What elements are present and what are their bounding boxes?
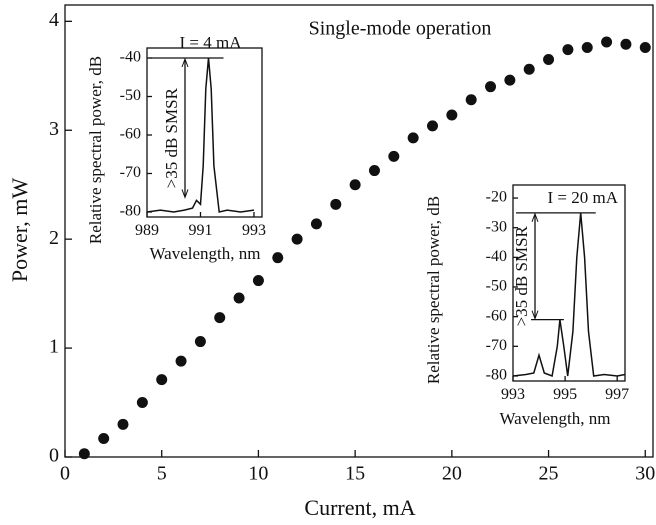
y-tick-label: -80 bbox=[486, 367, 507, 384]
data-point bbox=[175, 355, 187, 367]
data-point bbox=[310, 218, 322, 230]
axes-frame bbox=[512, 184, 626, 382]
y-tick-label: -20 bbox=[486, 189, 507, 206]
y-tick-label: 4 bbox=[49, 9, 59, 31]
data-point bbox=[252, 275, 264, 287]
arrow-head bbox=[181, 189, 189, 199]
data-point bbox=[388, 150, 400, 162]
x-tick-label: 5 bbox=[157, 463, 167, 485]
y-axis-label: Power, mW bbox=[7, 178, 32, 282]
x-tick-label: 989 bbox=[135, 222, 159, 239]
x-tick-label: 997 bbox=[605, 386, 629, 403]
arrow-head bbox=[531, 310, 539, 321]
x-axis-label: Wavelength, nm bbox=[500, 409, 611, 428]
data-point bbox=[407, 132, 419, 144]
y-tick-label: -50 bbox=[486, 278, 507, 295]
spectrum-line bbox=[512, 212, 626, 378]
data-point bbox=[620, 38, 632, 50]
annotation: Single-mode operation bbox=[309, 18, 492, 40]
current-label: I = 4 mA bbox=[180, 33, 243, 52]
x-tick-label: 993 bbox=[242, 222, 266, 239]
data-point bbox=[446, 109, 458, 121]
x-axis-label: Current, mA bbox=[304, 495, 415, 520]
data-point bbox=[368, 165, 380, 177]
x-tick-label: 0 bbox=[60, 463, 70, 485]
data-point bbox=[543, 53, 555, 65]
y-tick-label: -50 bbox=[120, 87, 141, 104]
data-point bbox=[639, 41, 651, 53]
arrow-head bbox=[531, 212, 539, 223]
x-tick-label: 20 bbox=[442, 463, 462, 485]
data-point bbox=[562, 44, 574, 56]
y-axis-label: Relative spectral power, dB bbox=[86, 56, 105, 244]
y-tick-label: 3 bbox=[49, 118, 59, 140]
x-tick-label: 10 bbox=[248, 463, 268, 485]
data-point bbox=[581, 41, 593, 53]
smsr-label: >35 dB SMSR bbox=[512, 225, 531, 326]
data-point bbox=[349, 179, 361, 191]
y-tick-label: -30 bbox=[486, 218, 507, 235]
data-point bbox=[98, 432, 110, 444]
spectrum-line bbox=[146, 57, 255, 213]
y-tick-label: 2 bbox=[49, 227, 59, 249]
data-point bbox=[504, 74, 516, 86]
data-point bbox=[601, 36, 613, 48]
x-tick-label: 25 bbox=[539, 463, 559, 485]
y-tick-label: -80 bbox=[120, 203, 141, 220]
data-point bbox=[272, 252, 284, 264]
x-axis-label: Wavelength, nm bbox=[150, 244, 261, 263]
data-point bbox=[523, 63, 535, 75]
data-point bbox=[78, 448, 90, 460]
axes-frame bbox=[64, 4, 654, 458]
data-point bbox=[465, 94, 477, 106]
data-point bbox=[427, 120, 438, 132]
y-tick-label: -40 bbox=[486, 248, 507, 265]
data-point bbox=[156, 374, 168, 386]
smsr-label: >35 dB SMSR bbox=[162, 87, 181, 188]
y-tick-label: -40 bbox=[120, 49, 141, 66]
x-tick-label: 30 bbox=[635, 463, 655, 485]
x-tick-label: 995 bbox=[553, 386, 577, 403]
data-point bbox=[291, 233, 303, 245]
arrow-head bbox=[181, 57, 189, 68]
x-tick-label: 993 bbox=[501, 386, 525, 403]
y-tick-label: -70 bbox=[486, 337, 507, 354]
y-tick-label: -70 bbox=[120, 164, 141, 181]
data-point bbox=[194, 336, 206, 348]
y-tick-label: -60 bbox=[120, 126, 141, 143]
data-point bbox=[117, 418, 129, 430]
axes-frame bbox=[146, 47, 263, 218]
y-tick-label: 1 bbox=[49, 336, 59, 358]
x-tick-label: 991 bbox=[188, 222, 212, 239]
data-point bbox=[136, 397, 148, 409]
data-point bbox=[214, 312, 226, 324]
data-point bbox=[233, 292, 245, 304]
y-tick-label: 0 bbox=[49, 445, 59, 467]
x-tick-label: 15 bbox=[345, 463, 365, 485]
current-label: I = 20 mA bbox=[547, 188, 618, 207]
data-point bbox=[485, 81, 497, 93]
y-axis-label: Relative spectral power, dB bbox=[424, 196, 443, 384]
y-tick-label: -60 bbox=[486, 307, 507, 324]
data-point bbox=[330, 198, 342, 210]
